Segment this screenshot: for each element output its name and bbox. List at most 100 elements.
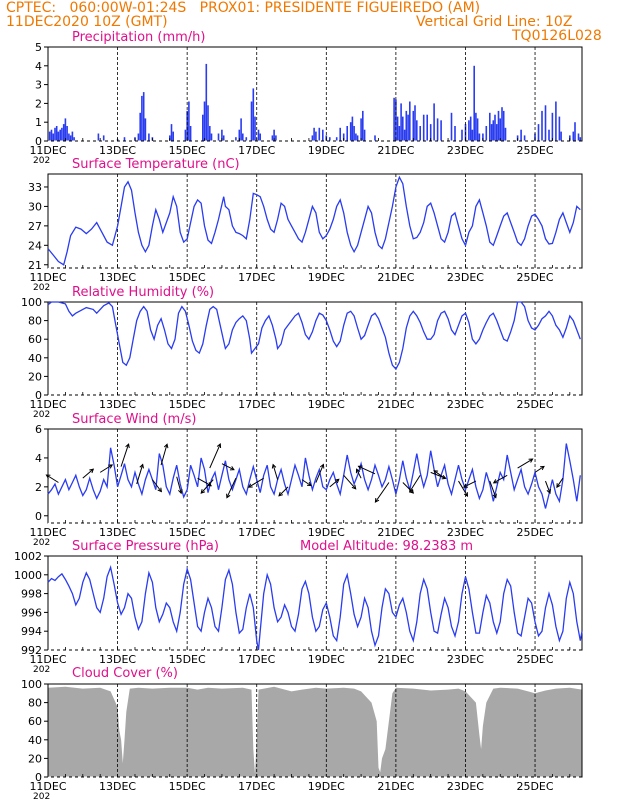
y-tick-label: 1002 <box>14 550 42 563</box>
wind-arrow-head <box>226 493 231 499</box>
precip-bar <box>416 120 418 141</box>
wind-arrow <box>315 464 324 483</box>
precip-bar <box>59 129 61 141</box>
precipitation-panel: 0 1 2 3 4 5 11DEC 13DEC 15DEC 17DEC 19DEC 21DEC 23DE… <box>29 41 583 166</box>
wind-arrow <box>489 480 497 498</box>
wind-arrow-head <box>462 483 468 488</box>
precip-bar <box>473 65 475 141</box>
precip-bar <box>322 129 324 141</box>
precip-bar <box>273 129 275 141</box>
y-tick-label: 994 <box>21 625 42 638</box>
temperature-series-line <box>47 175 581 266</box>
wind-arrow <box>463 480 477 488</box>
x-tick-label: 23DEC <box>447 271 484 284</box>
precip-bar <box>355 133 357 141</box>
precip-bar <box>560 131 562 141</box>
precip-bar <box>329 137 331 141</box>
precip-bar <box>61 127 63 141</box>
wind-title: Surface Wind (m/s) <box>72 412 197 427</box>
y-tick-label: 998 <box>21 588 42 601</box>
wind-series-line <box>47 443 581 509</box>
pressure-title: Surface Pressure (hPa) <box>72 539 219 554</box>
wind-arrow-head <box>216 443 222 449</box>
y-tick-label: 4 <box>35 452 42 465</box>
precip-bar <box>123 137 126 141</box>
x-tick-label: 11DEC <box>29 526 66 539</box>
wind-arrow <box>200 479 214 494</box>
y-tick-label: 40 <box>28 352 42 365</box>
x-tick-label: 17DEC <box>238 398 275 411</box>
x-tick-label: 25DEC <box>516 144 553 157</box>
precip-bar <box>205 63 208 141</box>
wind-arrow <box>534 465 545 473</box>
precip-bar <box>48 131 51 141</box>
wind-arrow-head <box>125 443 130 449</box>
precip-bar <box>242 133 244 141</box>
precip-bar <box>346 126 348 141</box>
y-tick-label: 20 <box>28 370 42 383</box>
precip-bar <box>139 112 141 141</box>
year-label: 202 <box>33 792 50 800</box>
precip-bar <box>54 127 56 141</box>
x-tick-label: 25DEC <box>516 398 553 411</box>
humidity-panel: 0 20 40 60 80 100 11DEC 13DEC 15DEC 17DEC 19DEC 21D… <box>21 296 583 420</box>
precip-bar <box>362 110 364 141</box>
wind-arrow-head <box>306 481 312 487</box>
precip-bar <box>250 101 253 141</box>
precip-bar <box>235 137 237 141</box>
precip-bar <box>257 129 260 141</box>
y-tick-label: 20 <box>28 752 42 765</box>
year-label: 202 <box>33 410 50 420</box>
x-tick-label: 17DEC <box>238 144 275 157</box>
x-tick-label: 11DEC <box>29 271 66 284</box>
precip-bar <box>395 99 397 141</box>
x-tick-label: 17DEC <box>238 271 275 284</box>
pressure-panel: 992 994 996 998 1000 1002 11DEC 13DEC 15DEC 17DEC… <box>14 550 583 675</box>
wind-arrow <box>433 470 445 479</box>
precip-bar <box>97 133 100 141</box>
x-tick-label: 17DEC <box>238 780 275 793</box>
y-tick-label: 40 <box>28 734 42 747</box>
precip-bar <box>523 135 526 141</box>
precip-bar <box>360 118 362 141</box>
y-tick-label: 0 <box>35 135 42 148</box>
precip-bar <box>548 129 550 141</box>
cloud-cover-area <box>48 686 582 777</box>
wind-arrow-head <box>540 465 545 471</box>
precip-bar <box>393 97 395 141</box>
precip-bar <box>275 135 277 141</box>
precip-bar <box>254 116 256 141</box>
y-tick-label: 992 <box>21 644 42 657</box>
wind-arrow <box>46 474 59 483</box>
precipitation-title: Precipitation (mm/h) <box>72 30 206 45</box>
wind-arrow-head <box>463 492 469 498</box>
precip-bar <box>271 135 274 141</box>
wind-arrow <box>176 476 182 494</box>
wind-arrow-head <box>89 468 95 474</box>
precip-bar <box>471 129 474 141</box>
wind-arrow <box>209 443 221 469</box>
x-tick-label: 11DEC <box>29 398 66 411</box>
precip-bar <box>414 105 416 141</box>
wind-arrow <box>343 474 357 490</box>
precip-bar <box>429 124 432 141</box>
precip-bar <box>137 133 140 141</box>
precip-bar <box>184 129 187 141</box>
precip-bar <box>544 105 547 141</box>
precip-bar <box>50 129 53 141</box>
y-tick-label: 80 <box>28 315 42 328</box>
cloud-cover-panel: 0 20 40 60 80 100 11DEC 13DEC 15DEC 17DEC 19DEC 21D… <box>21 678 583 800</box>
precip-bar <box>537 124 540 141</box>
precip-bar <box>62 124 65 141</box>
year-label: 202 <box>33 156 50 166</box>
x-tick-label: 13DEC <box>99 398 136 411</box>
y-tick-label: 2 <box>35 97 42 110</box>
x-tick-label: 25DEC <box>516 271 553 284</box>
wind-arrow-head <box>355 468 361 474</box>
precip-bar <box>342 133 345 141</box>
precip-bar <box>210 133 213 141</box>
precip-bar <box>356 135 359 141</box>
precip-bar <box>436 118 439 141</box>
precip-bar <box>579 137 582 141</box>
x-tick-label: 19DEC <box>308 271 345 284</box>
